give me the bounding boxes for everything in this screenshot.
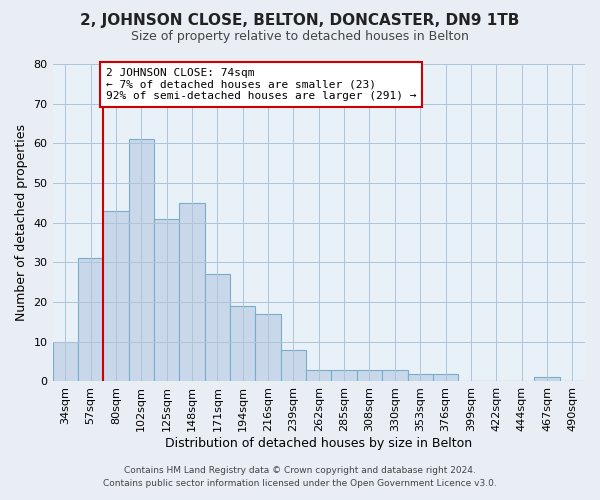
Bar xyxy=(128,140,154,382)
Bar xyxy=(357,370,382,382)
X-axis label: Distribution of detached houses by size in Belton: Distribution of detached houses by size … xyxy=(165,437,472,450)
Bar xyxy=(281,350,306,382)
Bar xyxy=(256,314,281,382)
Bar xyxy=(53,342,78,382)
Bar xyxy=(205,274,230,382)
Bar xyxy=(179,203,205,382)
Bar xyxy=(306,370,331,382)
Text: 2 JOHNSON CLOSE: 74sqm
← 7% of detached houses are smaller (23)
92% of semi-deta: 2 JOHNSON CLOSE: 74sqm ← 7% of detached … xyxy=(106,68,416,101)
Text: Contains HM Land Registry data © Crown copyright and database right 2024.
Contai: Contains HM Land Registry data © Crown c… xyxy=(103,466,497,487)
Bar xyxy=(534,378,560,382)
Bar xyxy=(230,306,256,382)
Text: 2, JOHNSON CLOSE, BELTON, DONCASTER, DN9 1TB: 2, JOHNSON CLOSE, BELTON, DONCASTER, DN9… xyxy=(80,12,520,28)
Bar xyxy=(103,211,128,382)
Bar xyxy=(407,374,433,382)
Bar xyxy=(331,370,357,382)
Bar xyxy=(382,370,407,382)
Bar xyxy=(154,219,179,382)
Text: Size of property relative to detached houses in Belton: Size of property relative to detached ho… xyxy=(131,30,469,43)
Bar xyxy=(78,258,103,382)
Bar xyxy=(433,374,458,382)
Y-axis label: Number of detached properties: Number of detached properties xyxy=(15,124,28,321)
